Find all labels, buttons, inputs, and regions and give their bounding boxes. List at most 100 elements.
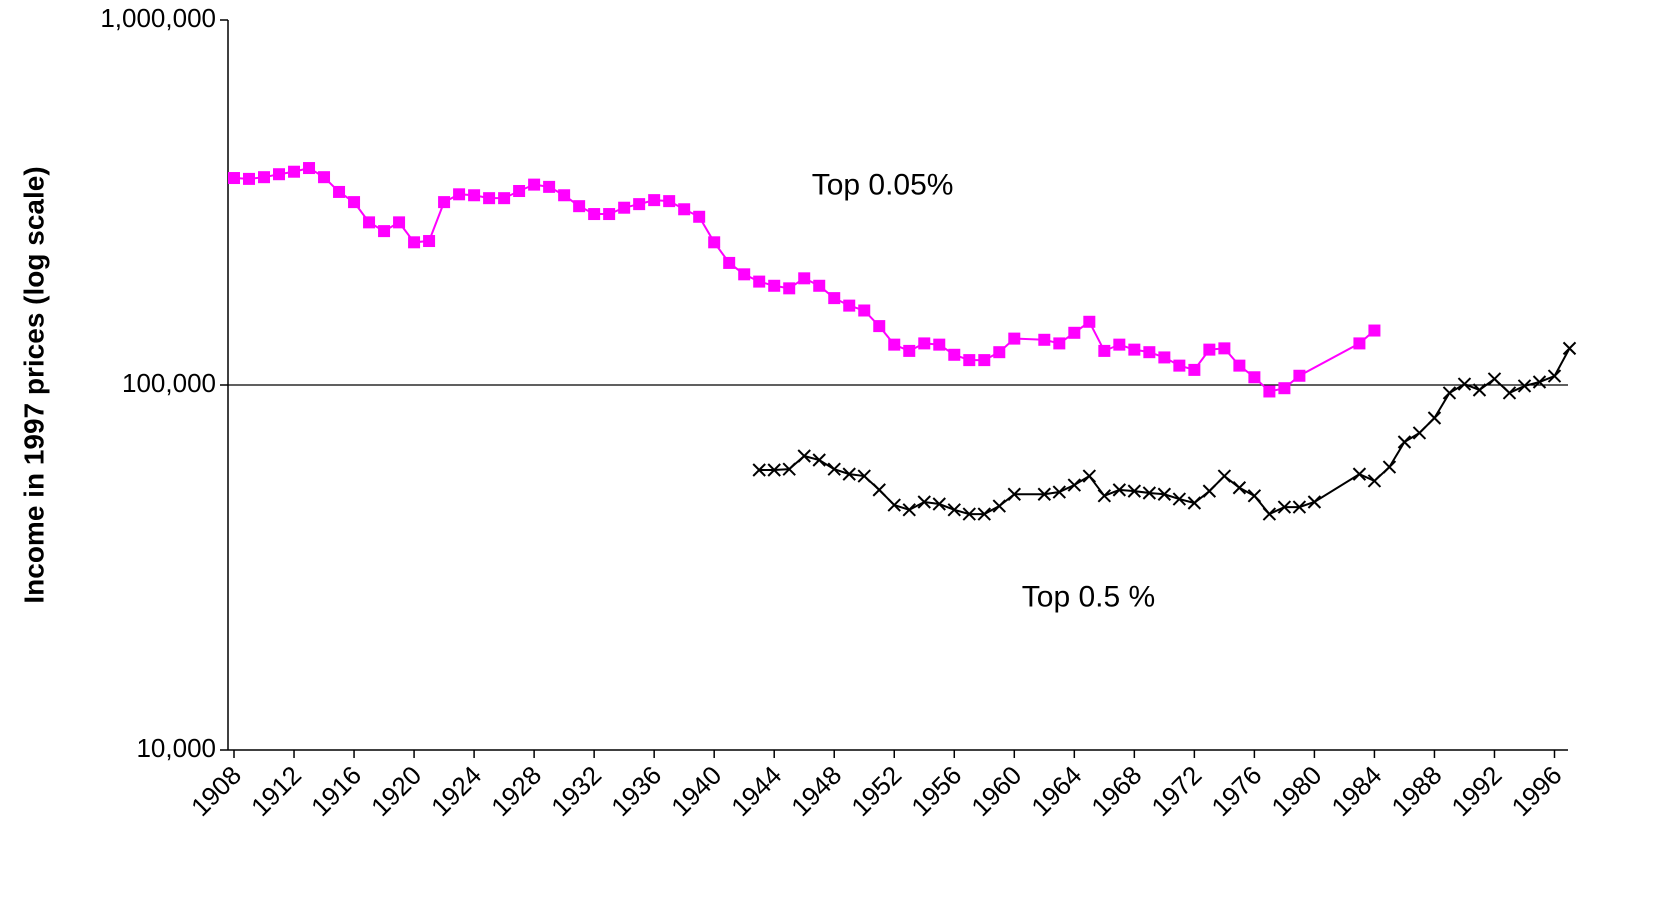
marker (933, 338, 946, 351)
marker (1232, 481, 1247, 495)
marker (258, 171, 271, 184)
marker (1157, 487, 1172, 501)
x-tick-label: 1940 (665, 760, 727, 822)
marker (842, 467, 856, 481)
marker (528, 178, 541, 191)
marker (1263, 385, 1276, 398)
marker (828, 292, 841, 305)
x-tick-label: 1968 (1085, 760, 1147, 822)
marker (1143, 346, 1156, 359)
marker (1307, 495, 1322, 509)
marker (1098, 344, 1111, 357)
x-tick-label: 1920 (365, 760, 427, 822)
marker (588, 208, 601, 221)
x-tick-label: 1996 (1505, 760, 1567, 822)
marker (708, 236, 721, 249)
marker (1487, 372, 1502, 386)
marker (348, 196, 361, 209)
x-tick-label: 1960 (965, 760, 1027, 822)
marker (663, 195, 676, 208)
marker (393, 216, 406, 229)
marker (438, 196, 451, 209)
y-tick-label: 100,000 (122, 368, 216, 398)
marker (798, 272, 811, 285)
marker (888, 338, 901, 351)
marker (1353, 337, 1366, 350)
marker (902, 503, 916, 517)
marker (1127, 484, 1142, 498)
marker (1007, 487, 1021, 501)
marker (1158, 351, 1171, 364)
marker (573, 200, 586, 213)
marker (1173, 359, 1186, 372)
x-tick-label: 1944 (725, 760, 787, 822)
marker (962, 507, 976, 521)
marker (812, 453, 826, 467)
x-tick-label: 1972 (1145, 760, 1207, 822)
marker (1382, 460, 1397, 474)
marker (1247, 489, 1262, 503)
marker (782, 462, 796, 476)
marker (783, 282, 796, 295)
marker (423, 235, 436, 248)
x-tick-label: 1980 (1265, 760, 1327, 822)
marker (872, 483, 886, 497)
x-tick-label: 1984 (1325, 760, 1387, 822)
x-tick-label: 1956 (905, 760, 967, 822)
marker (408, 236, 421, 249)
marker (603, 208, 616, 221)
marker (483, 192, 496, 205)
marker (303, 162, 316, 175)
marker (1277, 500, 1292, 514)
marker (797, 449, 811, 463)
y-axis-label: Income in 1997 prices (log scale) (18, 166, 49, 603)
marker (1203, 343, 1216, 356)
marker (1052, 485, 1067, 499)
marker (678, 203, 691, 216)
x-tick-label: 1932 (545, 760, 607, 822)
marker (1367, 474, 1382, 488)
marker (1082, 469, 1097, 483)
marker (1128, 343, 1141, 356)
marker (1248, 371, 1261, 384)
marker (1352, 467, 1367, 481)
marker (1292, 500, 1307, 514)
marker (543, 180, 556, 193)
y-tick-label: 1,000,000 (100, 3, 216, 33)
marker (1038, 333, 1051, 346)
marker (1427, 411, 1442, 425)
marker (977, 507, 991, 521)
marker (917, 495, 931, 509)
x-tick-label: 1952 (845, 760, 907, 822)
marker (857, 469, 871, 483)
marker (513, 185, 526, 198)
marker (558, 189, 571, 202)
marker (993, 346, 1006, 359)
marker (947, 503, 961, 517)
annotation: Top 0.05% (812, 168, 954, 201)
marker (1218, 342, 1231, 355)
marker (918, 337, 931, 350)
marker (932, 497, 946, 511)
x-tick-label: 1964 (1025, 760, 1087, 822)
marker (978, 354, 991, 367)
x-tick-label: 1988 (1385, 760, 1447, 822)
marker (1008, 332, 1021, 345)
marker (333, 185, 346, 198)
marker (1547, 369, 1562, 383)
marker (1562, 341, 1577, 356)
marker (1457, 377, 1472, 391)
marker (1142, 486, 1157, 500)
marker (1187, 496, 1202, 510)
marker (1037, 487, 1052, 501)
marker (693, 210, 706, 223)
x-tick-label: 1936 (605, 760, 667, 822)
marker (468, 189, 481, 202)
marker (1502, 386, 1517, 400)
x-tick-label: 1976 (1205, 760, 1267, 822)
marker (738, 268, 751, 281)
marker (273, 168, 286, 181)
marker (827, 462, 841, 476)
marker (948, 348, 961, 361)
